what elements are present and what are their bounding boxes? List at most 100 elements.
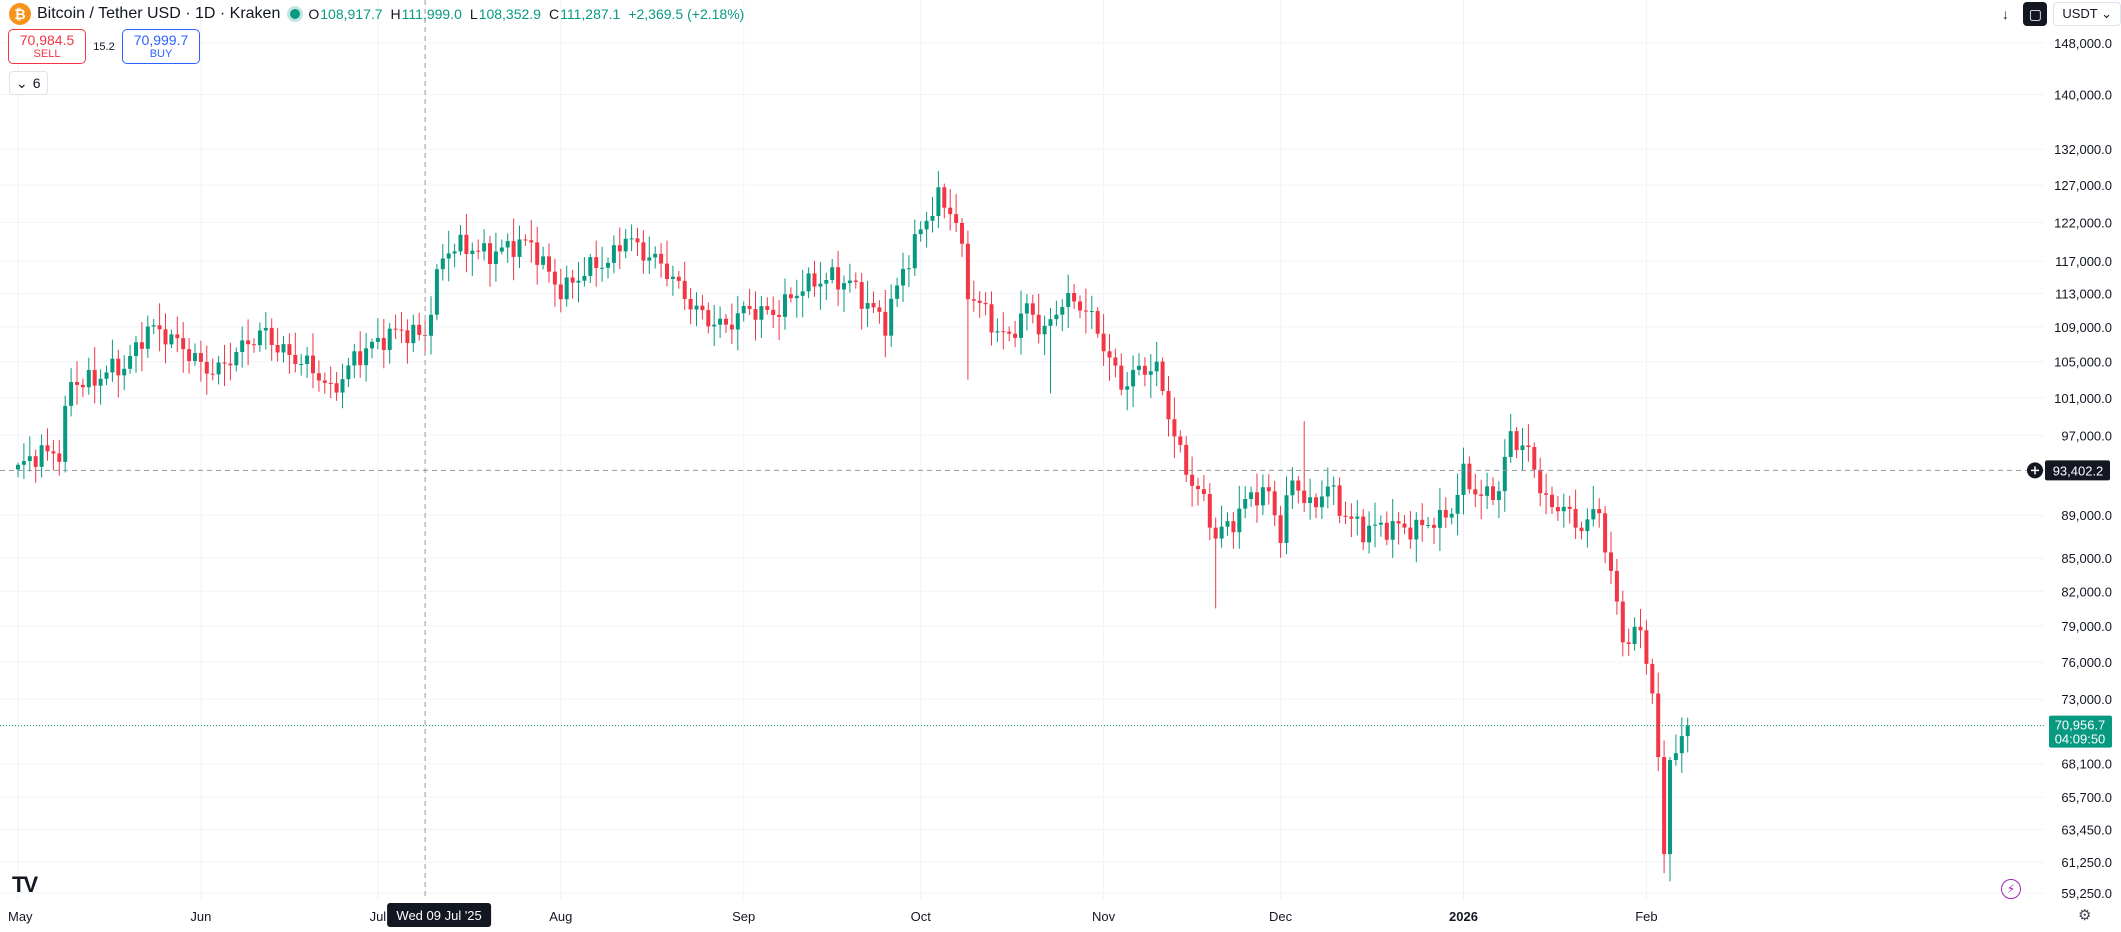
candle bbox=[381, 318, 386, 369]
candle-body bbox=[440, 258, 445, 270]
buy-button[interactable]: 70,999.7 BUY bbox=[122, 29, 200, 64]
candle-body bbox=[1620, 601, 1625, 643]
candle bbox=[1638, 608, 1643, 649]
lightning-icon[interactable]: ⚡ bbox=[2001, 879, 2021, 899]
candle bbox=[965, 230, 970, 380]
candle-body bbox=[1201, 489, 1206, 495]
y-tick-label: 79,000.0 bbox=[2061, 619, 2112, 634]
candle bbox=[895, 277, 900, 307]
candle-body bbox=[1042, 325, 1047, 335]
indicators-toggle-button[interactable]: ⌄ 6 bbox=[9, 71, 48, 95]
y-tick-label: 122,000.0 bbox=[2054, 215, 2112, 230]
candle-body bbox=[1591, 509, 1596, 520]
candle-body bbox=[541, 256, 546, 265]
candle bbox=[1196, 477, 1200, 506]
chart-legend-header: ₿ Bitcoin / Tether USD · 1D · Kraken O10… bbox=[0, 0, 744, 28]
candle bbox=[1231, 511, 1236, 549]
candle-body bbox=[387, 328, 392, 350]
candle bbox=[1479, 479, 1484, 520]
candle bbox=[735, 295, 740, 351]
candle-body bbox=[198, 353, 203, 362]
candle bbox=[883, 289, 888, 358]
candle-body bbox=[322, 380, 327, 383]
candle bbox=[1632, 617, 1637, 651]
candle bbox=[499, 239, 504, 255]
candle bbox=[287, 333, 292, 374]
candle bbox=[151, 319, 156, 334]
candle-body bbox=[1473, 489, 1478, 495]
candle-body bbox=[405, 330, 410, 344]
x-tick-label: Dec bbox=[1269, 909, 1293, 924]
candle bbox=[1496, 481, 1501, 519]
candle bbox=[1355, 500, 1360, 536]
candle bbox=[139, 321, 144, 372]
candle bbox=[1119, 353, 1124, 396]
candle-body bbox=[1060, 306, 1065, 315]
candle-body bbox=[871, 303, 876, 308]
candle-body bbox=[1325, 486, 1330, 497]
candle-body bbox=[1455, 494, 1460, 514]
candle-body bbox=[1597, 509, 1602, 514]
candle-body bbox=[1508, 431, 1513, 457]
candle-body bbox=[181, 338, 186, 350]
candle bbox=[1278, 505, 1283, 558]
candle bbox=[45, 428, 50, 461]
candle bbox=[21, 443, 26, 480]
candle bbox=[1520, 428, 1525, 471]
candle bbox=[1083, 288, 1088, 334]
candle-body bbox=[1337, 485, 1342, 516]
candle bbox=[1066, 274, 1071, 329]
candle-body bbox=[1396, 521, 1401, 524]
currency-select[interactable]: USDT ⌄ bbox=[2053, 2, 2121, 26]
candle bbox=[246, 319, 251, 366]
candle-body bbox=[783, 294, 787, 317]
candle bbox=[830, 258, 835, 284]
candle-body bbox=[836, 267, 841, 290]
candle-body bbox=[1349, 516, 1354, 519]
candle-body bbox=[1001, 331, 1006, 333]
candle bbox=[836, 250, 841, 306]
candle bbox=[1502, 439, 1507, 512]
sell-button[interactable]: 70,984.5 SELL bbox=[8, 29, 86, 64]
candle-body bbox=[1343, 515, 1348, 517]
candle-body bbox=[193, 353, 197, 362]
y-tick-label: 148,000.0 bbox=[2054, 36, 2112, 51]
candle-body bbox=[1066, 293, 1071, 307]
y-tick-label: 109,000.0 bbox=[2054, 320, 2112, 335]
candle-body bbox=[482, 243, 487, 252]
candle bbox=[476, 239, 481, 260]
candle bbox=[1544, 473, 1549, 515]
candle bbox=[853, 272, 858, 289]
candle bbox=[783, 278, 787, 330]
gear-icon[interactable]: ⚙ bbox=[2078, 907, 2092, 924]
symbol-title[interactable]: Bitcoin / Tether USD · 1D · Kraken bbox=[37, 5, 281, 22]
candle-body bbox=[936, 187, 941, 216]
candle-body bbox=[847, 280, 852, 284]
candle bbox=[1626, 628, 1631, 657]
candle-body bbox=[965, 243, 970, 300]
candle bbox=[564, 265, 569, 307]
candle-body bbox=[1685, 725, 1690, 737]
candle bbox=[1455, 473, 1460, 536]
tradingview-logo-icon[interactable]: TV bbox=[12, 872, 38, 897]
candle-body bbox=[393, 328, 398, 330]
candle bbox=[1591, 486, 1596, 527]
candle bbox=[1019, 290, 1023, 355]
time-axis: May Jun Jul Aug Sep Oct Nov Dec 2026 Feb bbox=[8, 909, 1658, 924]
candle-body bbox=[1520, 445, 1525, 451]
candle bbox=[1308, 478, 1313, 520]
candle-body bbox=[1532, 447, 1537, 470]
candle bbox=[1101, 314, 1106, 367]
candle-body bbox=[1013, 333, 1018, 338]
download-icon[interactable]: ↓ bbox=[2001, 6, 2009, 22]
fullscreen-icon[interactable]: ▢ bbox=[2023, 2, 2048, 26]
candle bbox=[1255, 473, 1259, 523]
candle-body bbox=[1160, 361, 1165, 392]
candle bbox=[977, 291, 982, 318]
candle bbox=[1361, 509, 1366, 551]
candle bbox=[1190, 456, 1195, 507]
candle-body bbox=[641, 242, 646, 261]
candle bbox=[765, 297, 770, 315]
candle bbox=[1142, 357, 1147, 387]
